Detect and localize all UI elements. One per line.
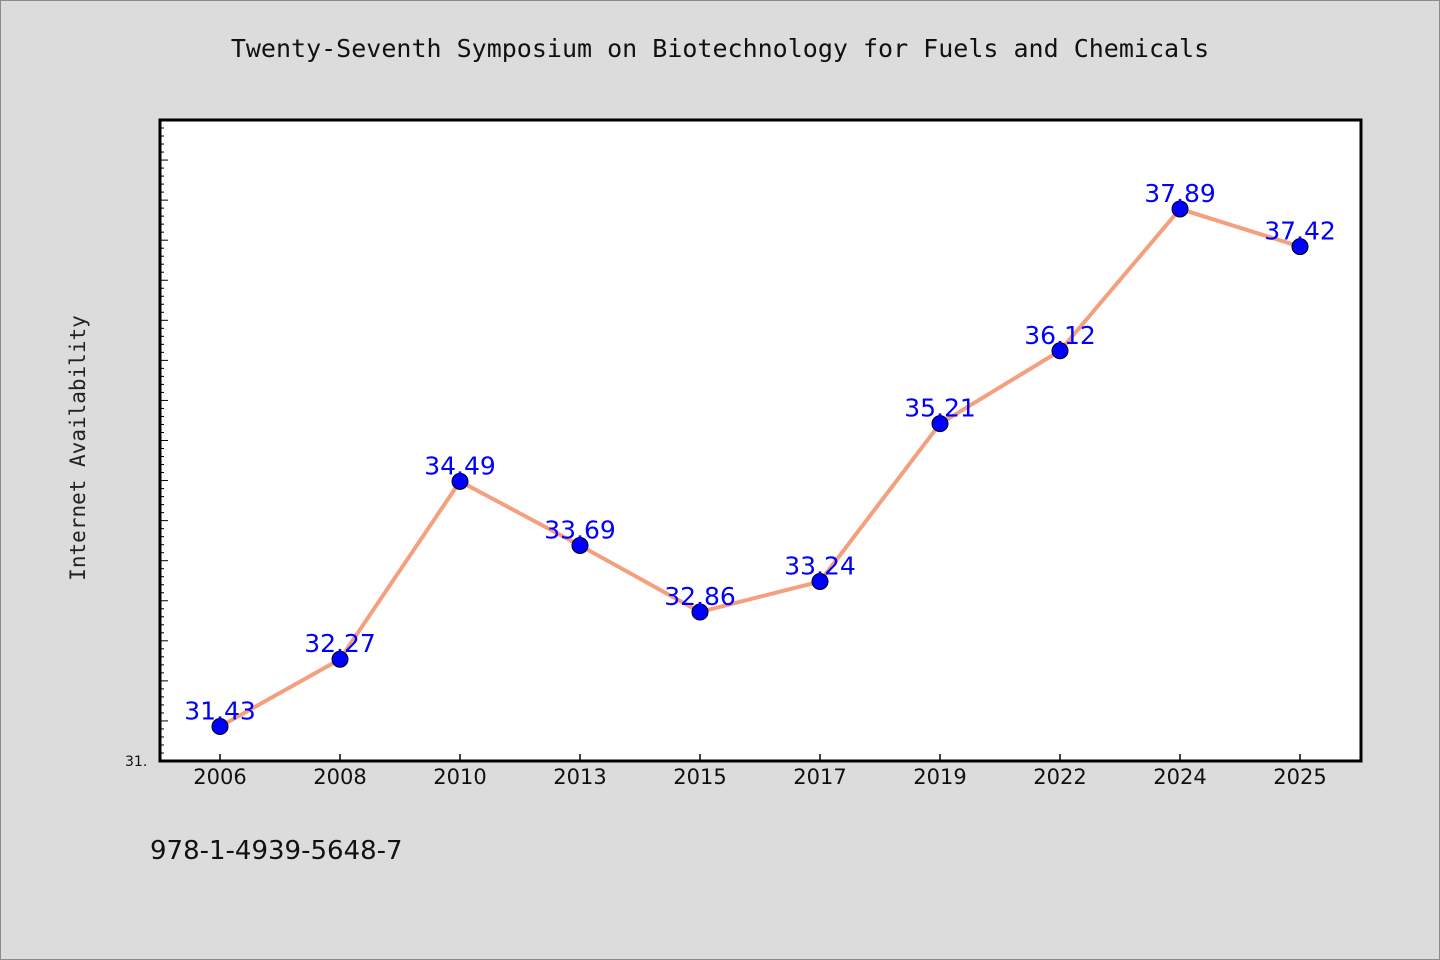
x-ticks: 2006 2008 2010 2013 2015 2017 2019 2022 2024 2025 [193, 754, 1327, 789]
x-tick-label: 2017 [793, 765, 846, 789]
series-line [219, 206, 1301, 729]
data-point [931, 415, 949, 433]
data-label: 32.27 [304, 629, 376, 658]
data-label: 32.86 [664, 582, 736, 611]
x-tick-label: 2010 [433, 765, 486, 789]
data-point [1171, 200, 1189, 218]
isbn-text: 978-1-4939-5648-7 [150, 836, 403, 866]
x-tick-label: 2015 [673, 765, 726, 789]
y-axis-min-label: 31. [125, 754, 147, 770]
x-tick-label: 2013 [553, 765, 606, 789]
data-label: 37.42 [1264, 217, 1336, 246]
data-point [1051, 342, 1069, 360]
data-point [451, 472, 469, 490]
plot-area [158, 118, 1363, 763]
data-label: 35.21 [904, 394, 976, 423]
chart-title: Twenty-Seventh Symposium on Biotechnolog… [230, 34, 1210, 63]
data-point [811, 573, 829, 591]
data-label: 33.69 [544, 515, 616, 544]
x-tick-label: 2022 [1033, 765, 1086, 789]
data-point [571, 536, 589, 554]
data-label: 37.89 [1144, 179, 1216, 208]
data-point [691, 603, 709, 621]
data-labels: 31.43 32.27 34.49 33.69 32.86 33.24 35.21 36.12… [184, 179, 1336, 726]
x-tick-label: 2025 [1273, 765, 1326, 789]
x-tick-label: 2008 [313, 765, 366, 789]
data-label: 33.24 [784, 552, 856, 581]
data-point [1291, 238, 1309, 256]
data-label: 36.12 [1024, 321, 1096, 350]
data-point [331, 650, 349, 668]
data-label: 31.43 [184, 697, 256, 726]
data-markers [211, 200, 1309, 736]
x-tick-label: 2019 [913, 765, 966, 789]
x-tick-label: 2024 [1153, 765, 1206, 789]
y-ticks [160, 127, 168, 754]
x-tick-label: 2006 [193, 765, 246, 789]
data-label: 34.49 [424, 451, 496, 480]
data-point [211, 718, 229, 736]
